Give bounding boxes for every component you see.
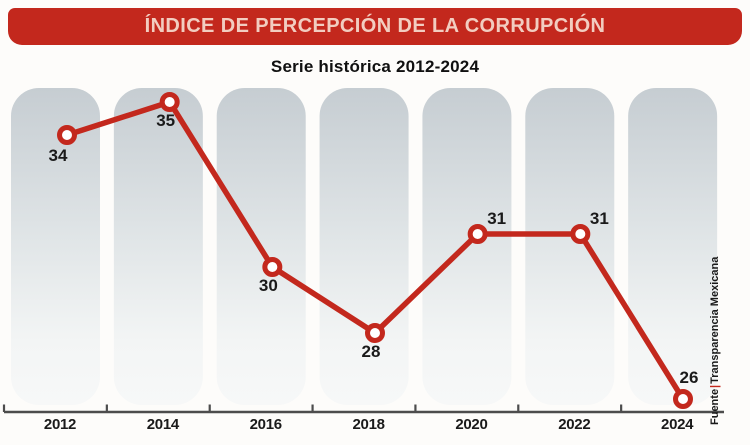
- data-label-2018: 28: [362, 342, 381, 361]
- x-axis-label-2022: 2022: [558, 416, 590, 433]
- data-point-2012: [57, 125, 77, 145]
- x-axis-label-2014: 2014: [147, 416, 180, 433]
- x-axis-label-2018: 2018: [352, 416, 384, 433]
- data-label-2014: 35: [156, 111, 175, 130]
- pillar-2014: [113, 88, 203, 405]
- x-axis-label-2020: 2020: [455, 416, 487, 433]
- data-label-2016: 30: [259, 276, 278, 295]
- source-name: Transparencia Mexicana: [709, 256, 721, 384]
- x-axis: 2012 2014 2016 2018 2020 2022 2024: [2, 404, 724, 433]
- data-point-2018: [365, 323, 385, 343]
- data-point-2014: [159, 92, 180, 112]
- data-point-2020: [467, 224, 488, 244]
- x-axis-label-2016: 2016: [250, 416, 282, 433]
- data-label-2024: 26: [680, 368, 699, 387]
- source-separator-icon: |: [709, 384, 721, 388]
- source-attribution: Fuente|Transparencia Mexicana: [709, 257, 721, 425]
- data-point-2016: [262, 257, 283, 277]
- chart-subtitle: Serie histórica 2012-2024: [270, 57, 480, 76]
- pillar-2024: [628, 88, 718, 405]
- x-axis-label-2012: 2012: [44, 416, 76, 433]
- source-prefix: Fuente: [709, 388, 721, 425]
- chart-title: ÍNDICE DE PERCEPCIÓN DE LA CORRUPCIÓN: [144, 15, 606, 37]
- data-label-2012: 34: [49, 146, 68, 165]
- data-label-2022: 31: [590, 209, 609, 228]
- pillar-2012: [11, 88, 100, 405]
- x-axis-label-2024: 2024: [661, 416, 694, 433]
- pillar-2022: [525, 88, 615, 405]
- data-label-2020: 31: [487, 209, 506, 228]
- data-point-2024: [673, 389, 693, 409]
- data-point-2022: [570, 224, 591, 244]
- data-series: 34 35 30 28 31 31 26: [49, 92, 699, 409]
- title-banner: ÍNDICE DE PERCEPCIÓN DE LA CORRUPCIÓN: [8, 8, 742, 45]
